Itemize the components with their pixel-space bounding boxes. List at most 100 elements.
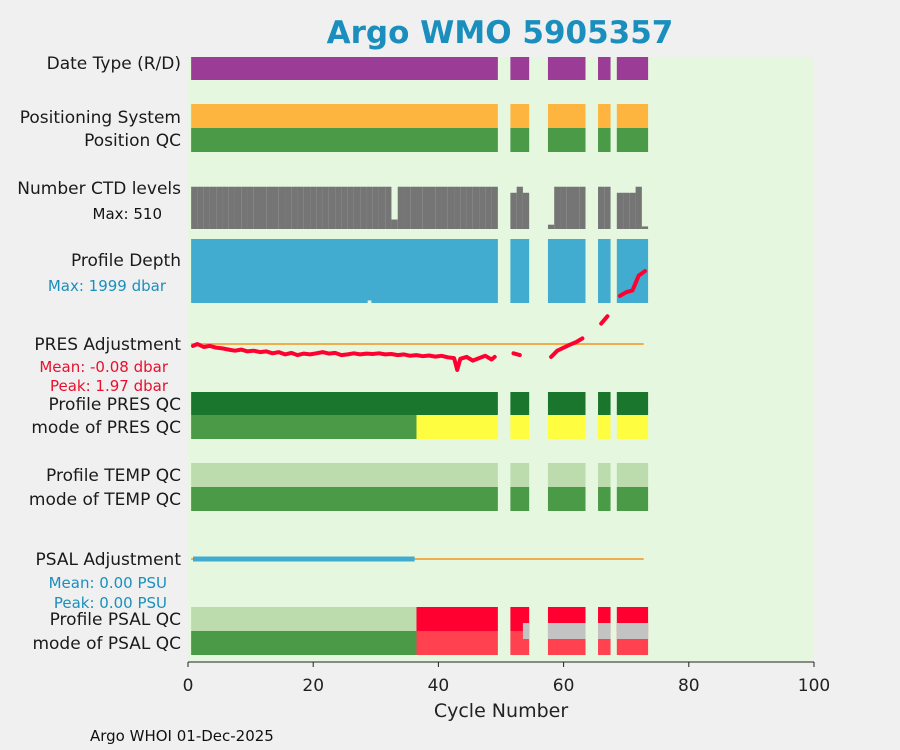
ctd-levels-bar — [579, 186, 586, 229]
profile-depth-bar — [191, 239, 498, 303]
ctd-levels-bar — [472, 186, 480, 229]
ctd-levels-bar — [454, 186, 461, 229]
qc-bar-profile-temp-qc — [547, 463, 586, 487]
row-label-mode-temp-qc: mode of TEMP QC — [29, 490, 181, 510]
ctd-levels-bar — [203, 186, 210, 229]
psal-qc-silver-overlay — [547, 623, 586, 639]
row-label-profile-depth: Profile Depth — [71, 251, 181, 271]
qc-bar-date-type-r-d — [616, 57, 649, 80]
x-axis-label: Cycle Number — [434, 700, 568, 722]
pres-adjustment-line — [191, 342, 497, 372]
ctd-levels-bar — [522, 192, 530, 229]
ctd-levels-bar — [623, 192, 630, 229]
row-label-psal-adjustment: PSAL Adjustment — [36, 550, 182, 570]
ctd-levels-bar — [234, 186, 242, 229]
pres-adjustment-mean: Mean: -0.08 dbar — [39, 358, 169, 376]
pres-adjustment-line — [549, 336, 585, 359]
ctd-levels-bar — [378, 186, 386, 229]
x-tick-label: 100 — [798, 676, 830, 696]
qc-bar-date-type-r-d — [598, 57, 611, 80]
ctd-levels-bar — [547, 224, 555, 229]
ctd-levels-bar — [259, 186, 267, 229]
ctd-levels-bar — [572, 186, 580, 229]
ctd-levels-bar — [616, 192, 624, 229]
ctd-levels-bar — [397, 186, 404, 229]
qc-bar-mode-of-pres-qc — [510, 415, 530, 439]
qc-bar-mode-of-temp-qc — [510, 487, 530, 511]
ctd-levels-bar — [429, 186, 436, 229]
ctd-levels-bar — [635, 186, 642, 229]
qc-bar-profile-pres-qc — [598, 392, 611, 415]
qc-bar-mode-of-psal-qc — [191, 631, 417, 655]
ctd-levels-bar — [485, 186, 492, 229]
ctd-levels-bar — [222, 186, 229, 229]
qc-bar-mode-of-pres-qc — [598, 415, 611, 439]
qc-bar-profile-pres-qc — [510, 392, 530, 415]
qc-bar-position-qc — [547, 128, 586, 152]
ctd-levels-bar — [247, 186, 254, 229]
qc-bar-mode-of-temp-qc — [191, 487, 498, 511]
qc-bar-positioning-system — [510, 104, 530, 128]
ctd-levels-bar — [604, 186, 611, 229]
ctd-levels-bar — [479, 186, 486, 229]
qc-bar-profile-pres-qc — [547, 392, 586, 415]
qc-bar-profile-psal-qc — [416, 607, 498, 631]
ctd-levels-bar — [297, 186, 304, 229]
x-tick-label: 0 — [183, 676, 194, 696]
qc-bar-positioning-system — [616, 104, 649, 128]
qc-bar-profile-temp-qc — [598, 463, 611, 487]
row-label-profile-temp-qc: Profile TEMP QC — [46, 466, 181, 486]
ctd-levels-bar — [441, 186, 448, 229]
ctd-levels-bar — [566, 186, 573, 229]
psal-qc-silver-overlay — [616, 623, 649, 639]
row-label-position-qc: Position QC — [84, 131, 181, 151]
ctd-levels-bar — [641, 226, 649, 229]
row-label-mode-pres-qc: mode of PRES QC — [31, 418, 181, 438]
qc-bar-mode-of-temp-qc — [616, 487, 649, 511]
x-tick-label: 80 — [678, 676, 700, 696]
chart-title: Argo WMO 5905357 — [327, 15, 674, 51]
ctd-levels-bar — [460, 186, 467, 229]
profile-depth-max: Max: 1999 dbar — [48, 277, 167, 295]
pres-adjustment-peak: Peak: 1.97 dbar — [50, 377, 169, 395]
ctd-levels-bar — [266, 186, 273, 229]
profile-depth-bar — [547, 239, 586, 303]
ctd-levels-bar — [366, 186, 373, 229]
row-label-date-type: Date Type (R/D) — [47, 54, 181, 74]
psal-adjustment-mean: Mean: 0.00 PSU — [49, 574, 167, 592]
ctd-levels-bar — [303, 186, 311, 229]
ctd-levels-bar — [335, 186, 342, 229]
pres-adjustment-line — [599, 314, 610, 326]
profile-depth-bar — [598, 239, 611, 303]
qc-bar-date-type-r-d — [547, 57, 586, 80]
ctd-levels-bar — [510, 192, 517, 229]
qc-bar-profile-temp-qc — [510, 463, 530, 487]
qc-bar-positioning-system — [547, 104, 586, 128]
row-labels: Date Type (R/D) Positioning System Posit… — [17, 54, 181, 654]
ctd-levels-bar — [197, 186, 204, 229]
qc-bar-mode-of-pres-qc — [416, 415, 498, 439]
ctd-levels-bar — [272, 186, 279, 229]
ctd-levels-bar — [416, 186, 423, 229]
row-label-positioning-system: Positioning System — [20, 108, 181, 128]
qc-bar-mode-of-pres-qc — [547, 415, 586, 439]
psal-adjustment-peak: Peak: 0.00 PSU — [54, 594, 167, 612]
qc-bar-date-type-r-d — [510, 57, 530, 80]
qc-bar-profile-psal-qc — [191, 607, 417, 631]
bars-layer — [191, 57, 649, 655]
x-axis: 0 20 40 60 80 100 — [183, 661, 830, 696]
ctd-levels-bar — [410, 186, 417, 229]
ctd-levels-bar — [191, 186, 198, 229]
row-label-profile-pres-qc: Profile PRES QC — [48, 395, 181, 415]
ctd-levels-bar — [560, 186, 567, 229]
pres-adjustment-line — [617, 269, 647, 298]
qc-bar-mode-of-temp-qc — [547, 487, 586, 511]
ctd-levels-bar — [328, 186, 336, 229]
ctd-levels-bar — [554, 186, 561, 229]
ctd-levels-bar — [385, 186, 392, 229]
ctd-levels-bar — [516, 186, 523, 229]
qc-bar-mode-of-pres-qc — [616, 415, 649, 439]
ctd-levels-bar — [372, 186, 379, 229]
x-tick-label: 40 — [428, 676, 450, 696]
ctd-levels-bar — [422, 186, 430, 229]
